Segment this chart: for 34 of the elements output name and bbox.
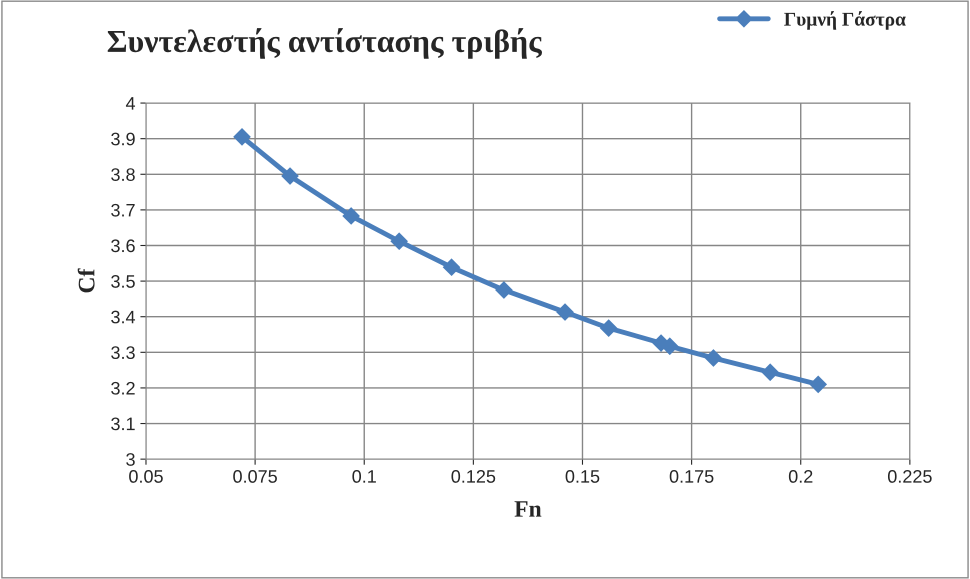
point [495,281,512,299]
y-tick-label: 4 [126,97,136,110]
y-tick-label: 3.9 [111,132,135,146]
y-tick-label: 3.7 [111,204,135,217]
x-tick-label: 0.2 [788,470,812,483]
point [704,349,722,367]
x-tick-label: 0.125 [451,470,496,483]
y-axis-title: Cf [78,268,95,292]
x-tick-label: 0.1 [352,470,376,483]
point [810,376,827,393]
y-tick-label: 3.8 [111,168,135,181]
y-tick-label: 3 [126,453,135,466]
x-tick-label: 0.05 [129,470,163,483]
chart-title: Συντελεστής αντίστασης τριβής [108,28,542,59]
x-tick-label: 0.15 [566,470,600,483]
y-tick-label: 3.4 [111,310,136,324]
point [600,320,618,337]
point [556,304,574,321]
point [281,168,299,185]
x-axis-title: Fn [514,501,542,517]
y-tick-label: 3.6 [111,239,135,252]
point [233,128,251,146]
point [762,364,779,381]
x-tick-label: 0.175 [670,470,714,483]
y-tick-label: 3.2 [111,382,135,395]
x-tick-label: 0.225 [888,470,932,483]
y-tick-label: 3.1 [111,417,135,430]
y-tick-label: 3.5 [111,275,135,288]
point [442,258,460,276]
y-tick-label: 3.3 [111,346,135,360]
x-tick-label: 0.075 [233,470,277,483]
legend-label: Γυμνή Γάστρα [784,11,906,30]
point [390,232,408,250]
point [342,207,360,224]
